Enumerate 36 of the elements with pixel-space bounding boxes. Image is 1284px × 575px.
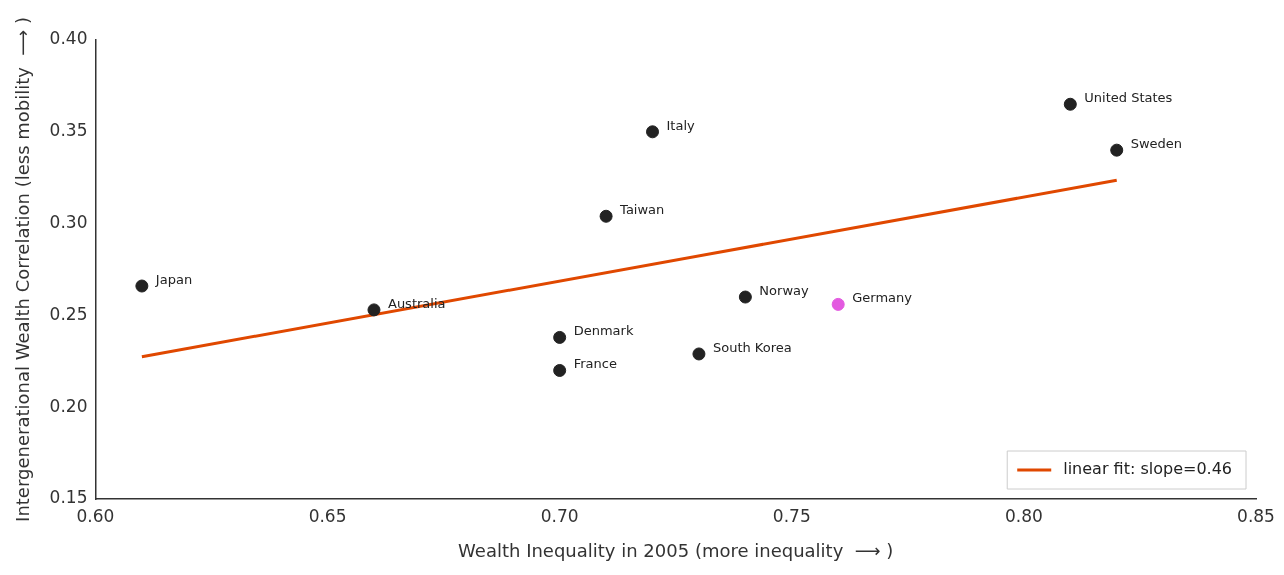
point [599, 209, 613, 223]
annotation: Italy [666, 117, 696, 133]
annotation: Denmark [573, 323, 634, 339]
x-tick-label: 0.80 [1004, 505, 1043, 526]
point [1063, 97, 1077, 111]
annotation: United States [1084, 90, 1173, 106]
x-tick-label: 0.85 [1237, 505, 1275, 526]
annotation: Germany [852, 290, 913, 306]
x-tick-label: 0.75 [772, 505, 811, 526]
point [831, 297, 845, 311]
y-tick-label: 0.30 [49, 212, 88, 233]
annotation: Norway [759, 282, 809, 298]
y-tick-label: 0.20 [49, 395, 88, 416]
y-axis-title: Intergenerational Wealth Correlation (less mobility ⟶ ) [12, 17, 34, 522]
annotation: South Korea [712, 339, 792, 355]
point [738, 290, 752, 304]
x-tick-label: 0.70 [540, 505, 579, 526]
point [553, 330, 567, 344]
point [1110, 143, 1124, 157]
x-axis-title: Wealth Inequality in 2005 (more inequality ⟶ ) [458, 539, 894, 561]
point [646, 125, 660, 139]
point [692, 347, 706, 361]
annotation: France [573, 356, 617, 372]
point [553, 363, 567, 377]
y-tick-label: 0.15 [49, 487, 88, 508]
y-tick-label: 0.40 [49, 28, 88, 49]
x-tick-label: 0.60 [76, 505, 115, 526]
point [135, 279, 149, 293]
y-tick-label: 0.25 [49, 303, 88, 324]
annotation: Taiwan [619, 202, 665, 218]
legend-label: linear fit: slope=0.46 [1063, 459, 1233, 479]
annotation: Sweden [1130, 136, 1183, 152]
y-tick-label: 0.35 [49, 120, 88, 141]
point [367, 303, 381, 317]
annotation: Japan [154, 271, 193, 287]
x-tick-label: 0.65 [308, 505, 347, 526]
